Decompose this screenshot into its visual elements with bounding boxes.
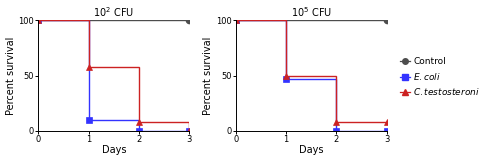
X-axis label: Days: Days	[102, 145, 126, 155]
Legend: Control, $\it{E. coli}$, $\it{C. testosteroni}$: Control, $\it{E. coli}$, $\it{C. testost…	[396, 54, 484, 101]
Title: $10^5$ CFU: $10^5$ CFU	[291, 6, 332, 19]
Y-axis label: Percent survival: Percent survival	[6, 36, 16, 115]
Y-axis label: Percent survival: Percent survival	[203, 36, 213, 115]
Title: $10^2$ CFU: $10^2$ CFU	[94, 6, 134, 19]
X-axis label: Days: Days	[299, 145, 324, 155]
